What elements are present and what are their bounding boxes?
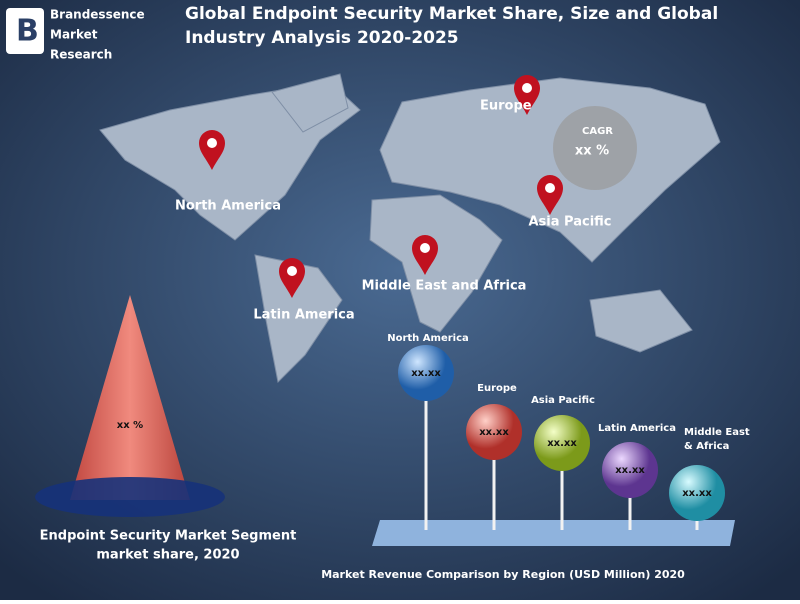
pin-dot xyxy=(207,138,217,148)
bubble xyxy=(398,345,454,401)
bubble-label: North America xyxy=(387,333,469,344)
logo-mark xyxy=(6,8,44,54)
bubble-label: Europe xyxy=(477,383,517,394)
bubble-label: & Africa xyxy=(684,441,729,452)
bubble xyxy=(466,404,522,460)
pin-dot xyxy=(287,266,297,276)
bubble-label: Asia Pacific xyxy=(531,395,595,406)
segment-caption: Endpoint Security Market Segment xyxy=(40,529,297,544)
pin-dot xyxy=(522,83,532,93)
pin xyxy=(199,130,225,170)
cagr-circle xyxy=(553,106,637,190)
cone-base xyxy=(35,477,225,517)
title: Global Endpoint Security Market Share, S… xyxy=(185,4,718,24)
bubble xyxy=(669,465,725,521)
region-label: North America xyxy=(175,199,281,214)
logo-text: Brandessence xyxy=(50,8,145,22)
bubble-label: Middle East xyxy=(684,427,750,438)
logo-letter: B xyxy=(16,14,39,49)
cagr-value: xx % xyxy=(575,144,609,159)
bubble-value: xx.xx xyxy=(615,465,645,476)
cagr-label: CAGR xyxy=(582,126,613,137)
pin-dot xyxy=(420,243,430,253)
segment-value: xx % xyxy=(117,420,143,431)
cone xyxy=(70,295,190,500)
bubble-label: Latin America xyxy=(598,423,676,434)
pin xyxy=(412,235,438,275)
bubble-value: xx.xx xyxy=(547,438,577,449)
bubble-value: xx.xx xyxy=(479,427,509,438)
world-map xyxy=(99,73,721,384)
pin xyxy=(514,75,540,115)
bubble xyxy=(534,415,590,471)
region-label: Asia Pacific xyxy=(528,215,611,230)
logo-text: Research xyxy=(50,48,112,62)
region-label: Middle East and Africa xyxy=(362,279,527,294)
logo: B xyxy=(6,8,44,54)
pin xyxy=(279,258,305,298)
pin-dot xyxy=(545,183,555,193)
region-label: Latin America xyxy=(253,308,354,323)
logo-text: Market xyxy=(50,28,98,42)
revenue-caption: Market Revenue Comparison by Region (USD… xyxy=(321,568,685,581)
region-label: Europe xyxy=(480,99,532,114)
segment-caption: market share, 2020 xyxy=(96,548,239,563)
bubble-value: xx.xx xyxy=(682,488,712,499)
bubble xyxy=(602,442,658,498)
bubble-value: xx.xx xyxy=(411,368,441,379)
title: Industry Analysis 2020-2025 xyxy=(185,28,459,48)
platform xyxy=(372,520,735,546)
pin xyxy=(537,175,563,215)
